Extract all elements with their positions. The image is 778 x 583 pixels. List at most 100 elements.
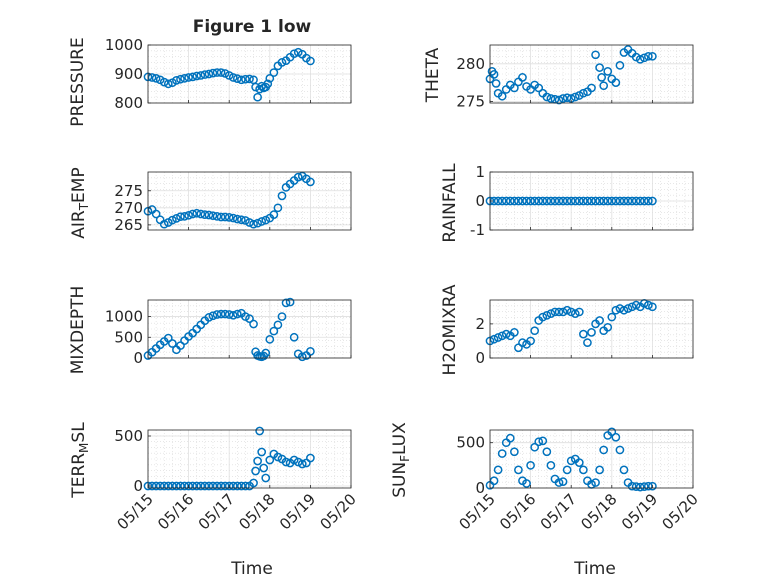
data-point: [491, 79, 501, 88]
data-point: [546, 309, 556, 318]
data-point: [259, 463, 269, 473]
data-point: [518, 73, 527, 82]
data-point: [212, 68, 222, 77]
data-series: [143, 171, 315, 229]
y-tick-label: 0: [475, 479, 485, 497]
data-point: [611, 305, 621, 315]
data-point: [542, 311, 552, 320]
data-point: [289, 332, 299, 342]
y-tick-label: 0: [133, 477, 143, 495]
data-point: [281, 298, 291, 308]
y-tick-label: 0: [133, 349, 143, 367]
data-point: [518, 196, 527, 206]
data-point: [257, 447, 267, 457]
data-point: [232, 214, 242, 224]
data-point: [273, 452, 283, 462]
data-point: [505, 433, 515, 443]
ylabel-air-temp: AIRTEMP: [69, 167, 91, 238]
data-point: [542, 447, 552, 457]
data-point: [546, 460, 556, 470]
data-point: [196, 71, 206, 80]
subplot-mixdepth: 0 500 1000: [105, 297, 352, 367]
data-point: [216, 68, 226, 77]
data-point: [212, 481, 222, 491]
data-point: [574, 196, 584, 206]
data-point: [151, 209, 161, 219]
subplot-theta: 275 280: [456, 44, 694, 110]
data-point: [583, 338, 592, 347]
y-tick-label: 275: [114, 182, 143, 200]
x-tick-label: 05/17: [537, 490, 580, 533]
data-point: [204, 313, 214, 322]
data-point: [595, 196, 604, 206]
data-point: [534, 196, 544, 206]
y-tick-label: 270: [114, 199, 143, 217]
y-tick-label: 900: [114, 65, 143, 83]
data-point: [192, 208, 202, 218]
data-point: [558, 94, 568, 103]
data-point: [306, 56, 315, 66]
data-point: [184, 210, 193, 220]
data-point: [253, 218, 262, 228]
data-point: [220, 309, 230, 319]
data-point: [228, 481, 238, 491]
data-point: [228, 213, 238, 223]
data-point: [627, 481, 637, 491]
data-point: [619, 305, 629, 315]
data-point: [257, 217, 267, 226]
data-point: [232, 74, 242, 83]
data-point: [159, 219, 169, 229]
ylabel-terr-msl: TERRMSL: [69, 422, 91, 499]
data-point: [635, 482, 645, 492]
data-point: [237, 215, 246, 225]
xlabel-right: Time: [573, 559, 616, 579]
data-point: [501, 196, 511, 206]
data-point: [293, 457, 303, 467]
x-tick-label: 05/16: [154, 490, 197, 533]
data-point: [558, 307, 568, 317]
data-point: [168, 215, 177, 225]
data-point: [204, 481, 214, 491]
data-point: [208, 68, 218, 78]
y-tick-label: 0: [475, 349, 485, 367]
data-point: [497, 331, 507, 341]
data-point: [273, 320, 283, 330]
data-point: [599, 81, 609, 91]
data-point: [530, 196, 540, 206]
data-point: [611, 432, 621, 442]
data-point: [615, 196, 625, 206]
data-point: [277, 191, 287, 201]
x-tick-label: 05/18: [577, 490, 620, 533]
data-point: [570, 309, 580, 318]
data-point: [172, 481, 181, 491]
data-point: [615, 304, 625, 313]
data-point: [277, 312, 287, 321]
data-point: [192, 71, 202, 81]
data-point: [489, 334, 499, 344]
data-point: [204, 69, 214, 79]
data-point: [245, 314, 254, 323]
data-point: [200, 210, 210, 219]
data-point: [277, 58, 287, 67]
data-point: [554, 478, 564, 487]
data-point: [251, 466, 260, 476]
data-series: [485, 299, 657, 353]
data-point: [615, 445, 625, 455]
data-point: [554, 307, 564, 317]
data-point: [510, 196, 519, 206]
data-point: [241, 74, 250, 84]
axes-box: [489, 299, 694, 359]
data-point: [261, 473, 271, 483]
data-point: [623, 304, 633, 313]
data-point: [619, 196, 629, 206]
data-point: [293, 172, 303, 182]
y-tick-label: 1: [475, 163, 485, 181]
data-point: [627, 196, 637, 206]
data-point: [639, 482, 649, 491]
x-tick-label: 05/19: [276, 490, 319, 533]
y-tick-label: -1: [470, 221, 485, 239]
data-point: [176, 481, 185, 491]
